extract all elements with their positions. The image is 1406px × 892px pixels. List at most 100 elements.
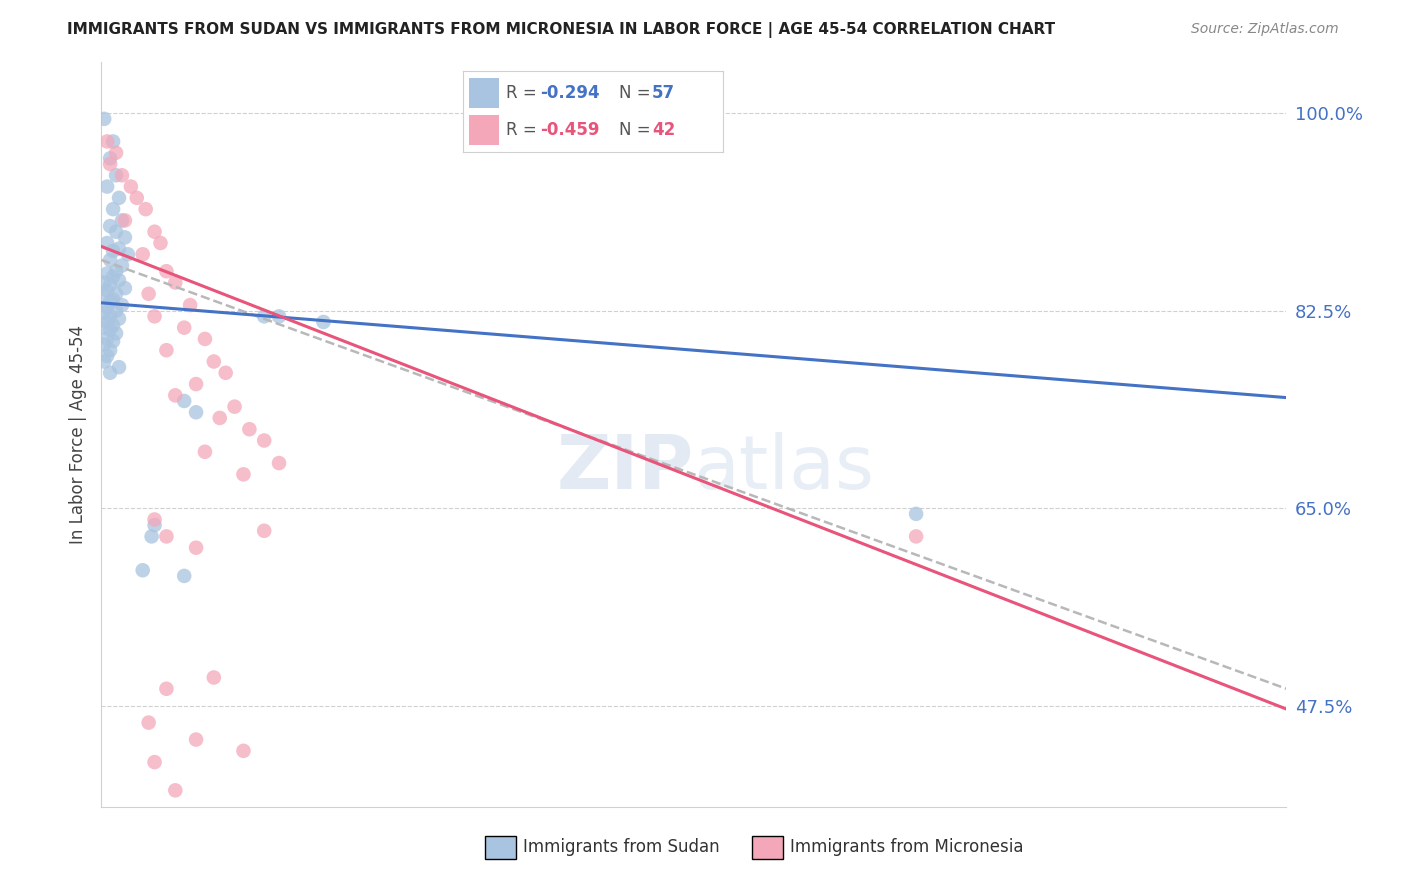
Point <box>101 135 124 149</box>
Point <box>96 349 118 363</box>
Point <box>202 671 225 685</box>
Point <box>101 318 124 333</box>
Point <box>93 320 115 334</box>
Point <box>105 264 128 278</box>
Text: Immigrants from Sudan: Immigrants from Sudan <box>523 838 720 856</box>
Text: IMMIGRANTS FROM SUDAN VS IMMIGRANTS FROM MICRONESIA IN LABOR FORCE | AGE 45-54 C: IMMIGRANTS FROM SUDAN VS IMMIGRANTS FROM… <box>67 22 1056 38</box>
Point <box>155 529 177 543</box>
Point <box>105 169 128 183</box>
Point <box>238 422 260 436</box>
Y-axis label: In Labor Force | Age 45-54: In Labor Force | Age 45-54 <box>69 326 87 544</box>
Point <box>117 247 139 261</box>
Point <box>184 541 207 555</box>
Point <box>215 366 238 380</box>
Point <box>155 264 177 278</box>
Point <box>253 434 276 448</box>
Point <box>105 225 128 239</box>
Point <box>101 293 124 307</box>
Text: atlas: atlas <box>695 432 875 505</box>
Point <box>267 456 290 470</box>
Point <box>108 311 131 326</box>
Point <box>93 354 115 368</box>
Point <box>143 225 166 239</box>
Point <box>105 303 128 318</box>
Point <box>111 259 134 273</box>
Point <box>114 213 136 227</box>
Point <box>98 323 121 337</box>
Point <box>101 244 124 258</box>
Point <box>138 286 160 301</box>
Point <box>253 524 276 538</box>
Point <box>253 310 276 324</box>
Point <box>173 320 195 334</box>
Point <box>138 715 160 730</box>
Point <box>267 310 290 324</box>
Point <box>143 518 166 533</box>
Point <box>98 366 121 380</box>
Point <box>173 394 195 409</box>
Point <box>155 343 177 358</box>
Point <box>101 334 124 348</box>
Point <box>165 276 187 290</box>
Point <box>132 563 155 577</box>
Point <box>93 306 115 320</box>
Point <box>143 310 166 324</box>
Point <box>108 273 131 287</box>
Text: ZIP: ZIP <box>557 432 695 505</box>
Point <box>165 388 187 402</box>
Point <box>98 277 121 292</box>
Point <box>93 337 115 351</box>
Point <box>105 145 128 160</box>
Point <box>98 219 121 233</box>
Point <box>905 507 928 521</box>
Point <box>120 179 142 194</box>
Text: Source: ZipAtlas.com: Source: ZipAtlas.com <box>1191 22 1339 37</box>
Point <box>96 315 118 329</box>
Point <box>108 242 131 256</box>
Point <box>111 213 134 227</box>
Point <box>93 112 115 126</box>
Point <box>96 179 118 194</box>
Point <box>111 298 134 312</box>
Point <box>98 157 121 171</box>
Point <box>232 744 254 758</box>
Point <box>905 529 928 543</box>
Point <box>101 202 124 216</box>
Point <box>184 405 207 419</box>
Point <box>96 135 118 149</box>
Point <box>105 286 128 301</box>
Point <box>208 411 231 425</box>
Point <box>173 569 195 583</box>
Point <box>224 400 246 414</box>
Point <box>149 235 172 250</box>
Point <box>232 467 254 482</box>
Point <box>98 343 121 358</box>
Point <box>98 152 121 166</box>
Point <box>141 529 163 543</box>
Point <box>93 276 115 290</box>
Point <box>108 191 131 205</box>
Point <box>184 732 207 747</box>
Point <box>96 301 118 315</box>
Point <box>125 191 148 205</box>
Point <box>184 377 207 392</box>
Point <box>98 294 121 309</box>
Point <box>96 332 118 346</box>
Text: Immigrants from Micronesia: Immigrants from Micronesia <box>790 838 1024 856</box>
Point <box>98 252 121 267</box>
Point <box>165 783 187 797</box>
Point <box>143 755 166 769</box>
Point <box>179 298 201 312</box>
Point <box>312 315 335 329</box>
Point <box>132 247 155 261</box>
Point <box>135 202 157 216</box>
Point <box>114 281 136 295</box>
Point <box>194 444 217 458</box>
Point <box>96 235 118 250</box>
Point <box>155 681 177 696</box>
Point <box>93 289 115 303</box>
Point <box>111 169 134 183</box>
Point <box>96 284 118 298</box>
Point <box>114 230 136 244</box>
Point <box>202 354 225 368</box>
